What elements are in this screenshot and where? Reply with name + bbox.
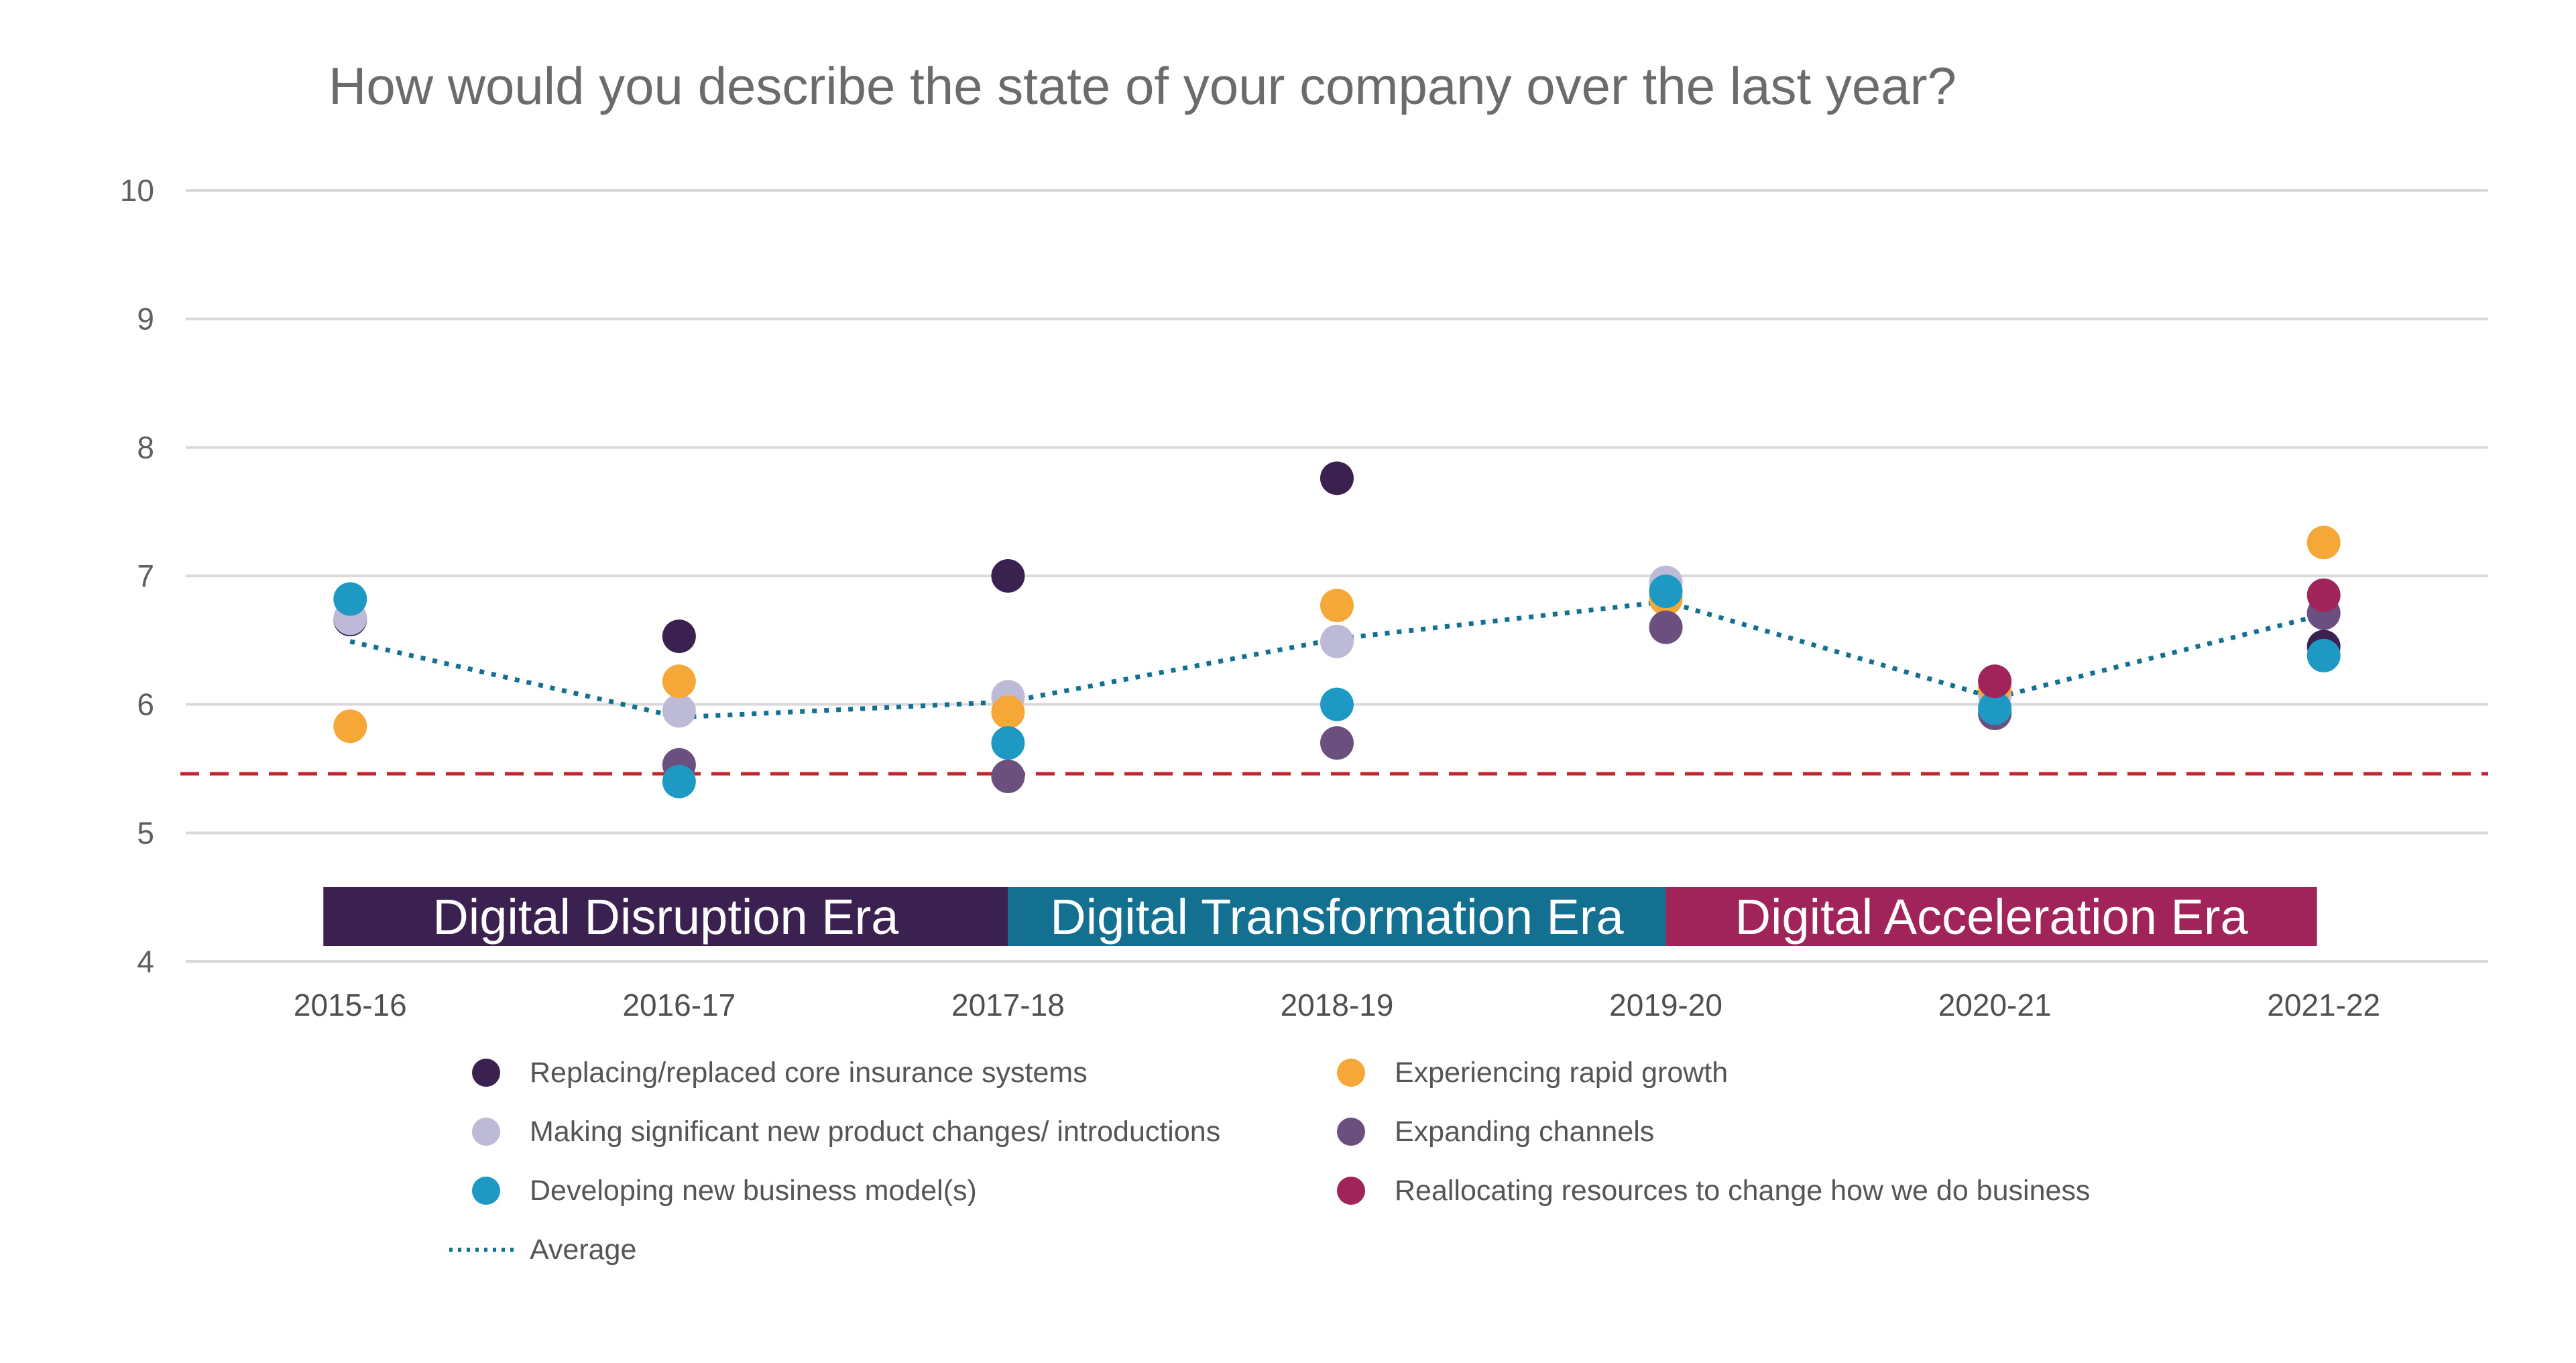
- x-tick-label: 2021-22: [2267, 988, 2380, 1022]
- x-tick-label: 2016-17: [622, 988, 736, 1022]
- x-tick-label: 2015-16: [294, 988, 407, 1022]
- data-point: [991, 695, 1025, 729]
- data-point: [662, 764, 696, 798]
- y-tick-label: 8: [137, 430, 154, 465]
- legend-label: Reallocating resources to change how we …: [1395, 1175, 2090, 1207]
- data-point: [991, 559, 1025, 593]
- legend-label: Making significant new product changes/ …: [530, 1116, 1220, 1148]
- chart-title: How would you describe the state of your…: [329, 56, 1956, 115]
- data-point: [1649, 610, 1683, 644]
- data-point: [2306, 638, 2341, 672]
- y-axis-ticks: 4 5 6 7 8 9 10: [120, 173, 154, 979]
- data-point: [1320, 589, 1354, 623]
- data-point: [1320, 726, 1354, 760]
- era-band: [1008, 887, 1666, 946]
- data-point: [333, 709, 367, 744]
- data-point: [991, 760, 1025, 793]
- data-point: [1978, 691, 2012, 725]
- legend-swatch: [1337, 1177, 1365, 1205]
- data-point: [662, 664, 696, 699]
- data-point: [991, 726, 1025, 760]
- y-tick-label: 10: [120, 173, 154, 208]
- y-tick-label: 4: [137, 944, 154, 979]
- x-tick-label: 2020-21: [1938, 988, 2052, 1022]
- x-tick-label: 2019-20: [1609, 988, 1722, 1022]
- data-point: [662, 694, 696, 728]
- data-point: [2306, 526, 2341, 560]
- legend-label: Average: [530, 1234, 636, 1266]
- x-axis-ticks: 2015-16 2016-17 2017-18 2018-19 2019-20 2020-…: [294, 988, 2380, 1022]
- y-tick-label: 5: [137, 815, 154, 850]
- era-label: Digital Transformation Era: [1050, 889, 1624, 945]
- legend-label: Expanding channels: [1395, 1116, 1654, 1148]
- legend-label: Developing new business model(s): [530, 1175, 977, 1207]
- data-point: [333, 582, 367, 616]
- legend-swatch: [1337, 1059, 1365, 1087]
- legend-swatch: [472, 1177, 500, 1205]
- y-tick-label: 9: [137, 302, 154, 337]
- gridlines: [186, 189, 2488, 963]
- data-point: [1649, 575, 1683, 608]
- data-point: [2306, 578, 2341, 612]
- legend: Replacing/replaced core insurance system…: [449, 1057, 2090, 1266]
- x-tick-label: 2017-18: [951, 988, 1065, 1022]
- x-tick-label: 2018-19: [1281, 988, 1394, 1022]
- y-tick-label: 6: [137, 687, 154, 722]
- legend-swatch: [1337, 1118, 1365, 1146]
- legend-label: Experiencing rapid growth: [1395, 1057, 1728, 1089]
- era-band: [323, 887, 1008, 946]
- era-bands: Digital Disruption Era Digital Transforma…: [323, 887, 2317, 946]
- data-point: [1978, 664, 2012, 699]
- legend-swatch: [472, 1118, 500, 1146]
- legend-swatch: [472, 1059, 500, 1087]
- data-point: [1320, 687, 1354, 721]
- era-band: [1665, 887, 2317, 946]
- era-label: Digital Disruption Era: [432, 889, 899, 945]
- data-point: [1320, 461, 1354, 495]
- y-tick-label: 7: [137, 558, 154, 593]
- data-points: [333, 461, 2341, 798]
- era-label: Digital Acceleration Era: [1735, 889, 2249, 945]
- data-point: [1320, 624, 1354, 658]
- legend-label: Replacing/replaced core insurance system…: [530, 1057, 1088, 1089]
- data-point: [662, 619, 696, 654]
